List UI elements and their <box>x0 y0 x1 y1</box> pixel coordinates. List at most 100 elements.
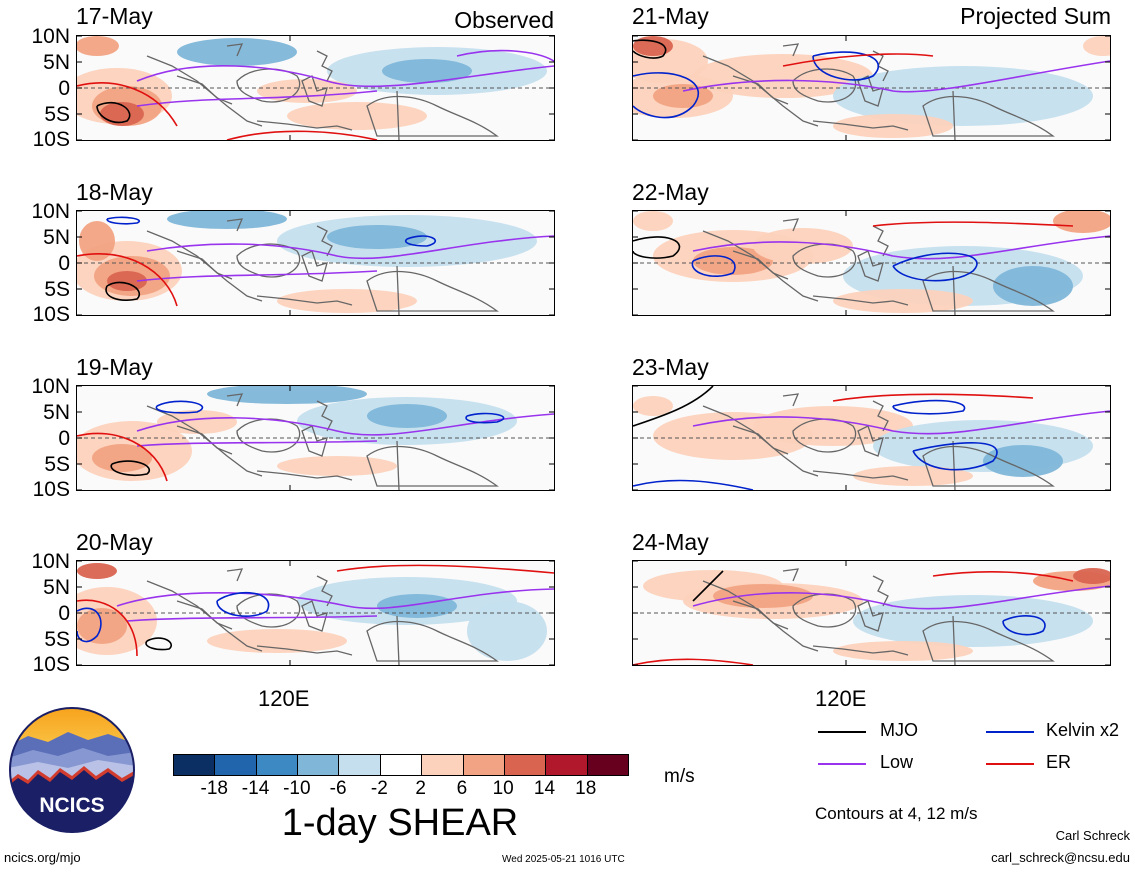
colorbar-swatch <box>422 755 464 775</box>
colorbar-tick-label: 18 <box>575 778 597 799</box>
legend-label-er: ER <box>1046 752 1072 772</box>
lat-label: 5S <box>44 628 70 651</box>
lat-label: 0 <box>58 252 70 275</box>
panel-date-label: 23-May <box>632 354 709 380</box>
footer-author: Carl Schreck <box>1055 828 1130 843</box>
lat-label: 0 <box>58 77 70 100</box>
colorbar-tick-label: 14 <box>533 778 556 799</box>
lat-label: 10S <box>32 303 70 326</box>
panel-date-label: 24-May <box>632 529 709 555</box>
colorbar-swatch <box>339 755 381 775</box>
wave-contours <box>77 216 554 307</box>
colorbar-units: m/s <box>664 766 695 787</box>
panel-date-label: 19-May <box>76 354 153 380</box>
colorbar-tick-label: -14 <box>241 778 270 799</box>
coastlines <box>702 568 1055 665</box>
axis-ticks <box>633 386 1110 490</box>
axis-ticks <box>633 211 1110 315</box>
map-panel-18-may <box>76 210 555 316</box>
colorbar-tick-label: 10 <box>492 778 514 799</box>
footer-url[interactable]: ncics.org/mjo <box>4 850 81 865</box>
colorbar-swatch <box>463 755 505 775</box>
coastlines <box>146 568 499 665</box>
colorbar <box>173 754 629 776</box>
lat-label: 10S <box>32 478 70 501</box>
lon-label-left: 120E <box>258 686 310 711</box>
colorbar-tick-label: -2 <box>370 778 388 799</box>
projected-sum-title: Projected Sum <box>960 3 1111 29</box>
colorbar-swatch <box>256 755 299 775</box>
axis-ticks <box>77 386 554 490</box>
colorbar-tick-label: -18 <box>200 778 228 799</box>
map-panel-17-may <box>76 35 555 141</box>
footer-timestamp: Wed 2025-05-21 1016 UTC <box>502 854 625 865</box>
legend-swatch-low <box>818 763 866 765</box>
axis-ticks <box>77 211 554 315</box>
lat-label: 5N <box>43 51 70 74</box>
lat-label: 10S <box>32 653 70 676</box>
panel-date-label: 18-May <box>76 179 153 205</box>
map-panel-21-may <box>632 35 1111 141</box>
lat-label: 0 <box>58 602 70 625</box>
legend-label-mjo: MJO <box>880 720 918 740</box>
axis-ticks <box>633 36 1110 140</box>
lat-label: 10N <box>31 25 70 48</box>
lat-label: 5N <box>43 226 70 249</box>
coastlines <box>702 43 1055 140</box>
colorbar-swatch <box>174 755 216 775</box>
colorbar-tick-label: 6 <box>456 778 468 799</box>
footer-email[interactable]: carl_schreck@ncsu.edu <box>991 850 1130 865</box>
axis-ticks <box>77 36 554 140</box>
colorbar-swatch <box>546 755 588 775</box>
wave-contours <box>633 570 1110 665</box>
colorbar-title: 1-day SHEAR <box>281 802 519 844</box>
coastlines <box>146 43 499 140</box>
coastlines <box>702 393 1055 490</box>
map-panel-24-may <box>632 560 1111 666</box>
observed-title: Observed <box>454 7 554 33</box>
shear-shading <box>633 36 1110 138</box>
colorbar-tick-labels: -18 -14 -10 -6 -2 2 6 10 14 18 <box>173 778 627 802</box>
legend-label-low: Low <box>880 752 914 772</box>
ncics-logo-text: NCICS <box>39 794 105 817</box>
legend-swatch-er <box>986 763 1034 765</box>
lat-label: 5S <box>44 278 70 301</box>
contours-note: Contours at 4, 12 m/s <box>815 804 978 823</box>
colorbar-swatch <box>215 755 257 775</box>
legend-label-kelvin: Kelvin x2 <box>1046 720 1120 740</box>
colorbar-swatch <box>504 755 547 775</box>
colorbar-tick-label: 2 <box>415 778 426 799</box>
panel-date-label: 22-May <box>632 179 709 205</box>
wave-contours <box>633 221 1110 282</box>
ncics-logo: NCICS <box>8 706 136 834</box>
legend-swatch-kelvin <box>986 731 1034 733</box>
lat-label: 0 <box>58 427 70 450</box>
map-panel-20-may <box>76 560 555 666</box>
wave-contours <box>77 400 554 482</box>
lat-label: 10N <box>31 200 70 223</box>
lat-label: 5N <box>43 401 70 424</box>
legend-swatch-mjo <box>818 731 866 733</box>
lon-label-right: 120E <box>815 686 867 711</box>
map-panel-19-may <box>76 385 555 491</box>
colorbar-swatch <box>298 755 340 775</box>
axis-ticks <box>633 561 1110 665</box>
axis-ticks <box>77 561 554 665</box>
lat-label: 5S <box>44 453 70 476</box>
colorbar-tick-label: -6 <box>329 778 347 799</box>
lat-label: 10N <box>31 550 70 573</box>
panel-date-label: 21-May <box>632 3 709 29</box>
lat-label: 5S <box>44 103 70 126</box>
wave-contours <box>633 386 1110 490</box>
wave-contours <box>633 39 1110 119</box>
map-panel-22-may <box>632 210 1111 316</box>
shear-shading <box>77 211 537 313</box>
lat-label: 10S <box>32 128 70 151</box>
map-panel-23-may <box>632 385 1111 491</box>
lat-label: 5N <box>43 576 70 599</box>
wave-contours <box>77 564 554 657</box>
colorbar-swatch <box>380 755 423 775</box>
panel-date-label: 20-May <box>76 529 153 555</box>
panel-date-label: 17-May <box>76 3 153 29</box>
lat-label: 10N <box>31 375 70 398</box>
